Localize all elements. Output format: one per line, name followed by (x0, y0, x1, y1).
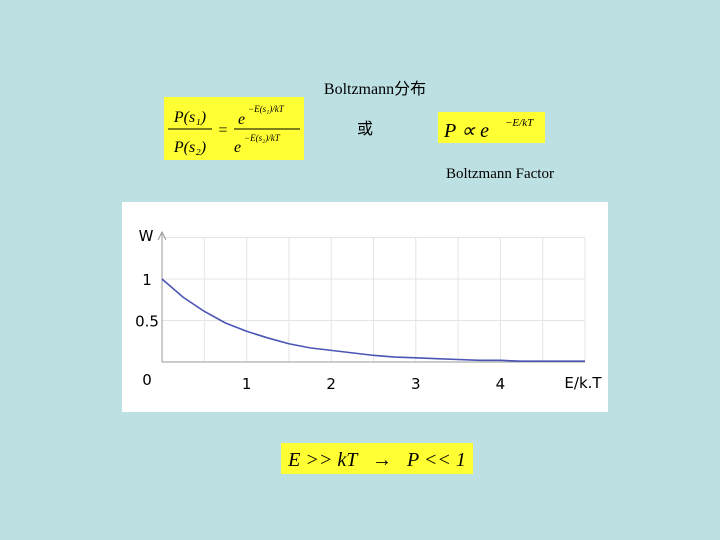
formula-text: −E(s₁)/kT (248, 104, 285, 114)
formula-box (281, 443, 473, 474)
formula-text: P ∝ e (443, 120, 489, 142)
x-tick-label: 2 (326, 375, 336, 393)
y-tick-label: 0.5 (135, 313, 159, 331)
y-tick-label: 1 (142, 271, 152, 289)
y-tick-label: 0 (142, 371, 152, 389)
x-tick-label: 1 (242, 375, 252, 393)
slide-title: Boltzmann分布 (324, 80, 426, 98)
x-axis-label: E/k.T (564, 374, 602, 392)
chart-area (122, 202, 608, 412)
formula-text: P(s₂) (173, 139, 206, 156)
formula-box (438, 112, 545, 143)
formula-text: −E/kT (505, 117, 534, 129)
caption: Boltzmann Factor (446, 166, 554, 182)
formula-text: e (234, 139, 241, 156)
y-axis-label: W (139, 227, 154, 245)
formula-text: = (218, 122, 227, 139)
or-text: 或 (357, 120, 373, 138)
formula-text: P(s₁) (173, 109, 206, 126)
line-series (161, 278, 585, 362)
x-tick-label: 4 (496, 375, 506, 393)
x-tick-label: 3 (411, 375, 421, 393)
axis-arrow (157, 230, 167, 241)
formula-text: E >> kT → P << 1 (287, 449, 466, 471)
formula-text: −E(s₂)/kT (244, 133, 281, 143)
formula-text: e (238, 111, 245, 128)
chart: 0 0.5 1 1 2 3 4 W E/k.T (135, 227, 602, 393)
